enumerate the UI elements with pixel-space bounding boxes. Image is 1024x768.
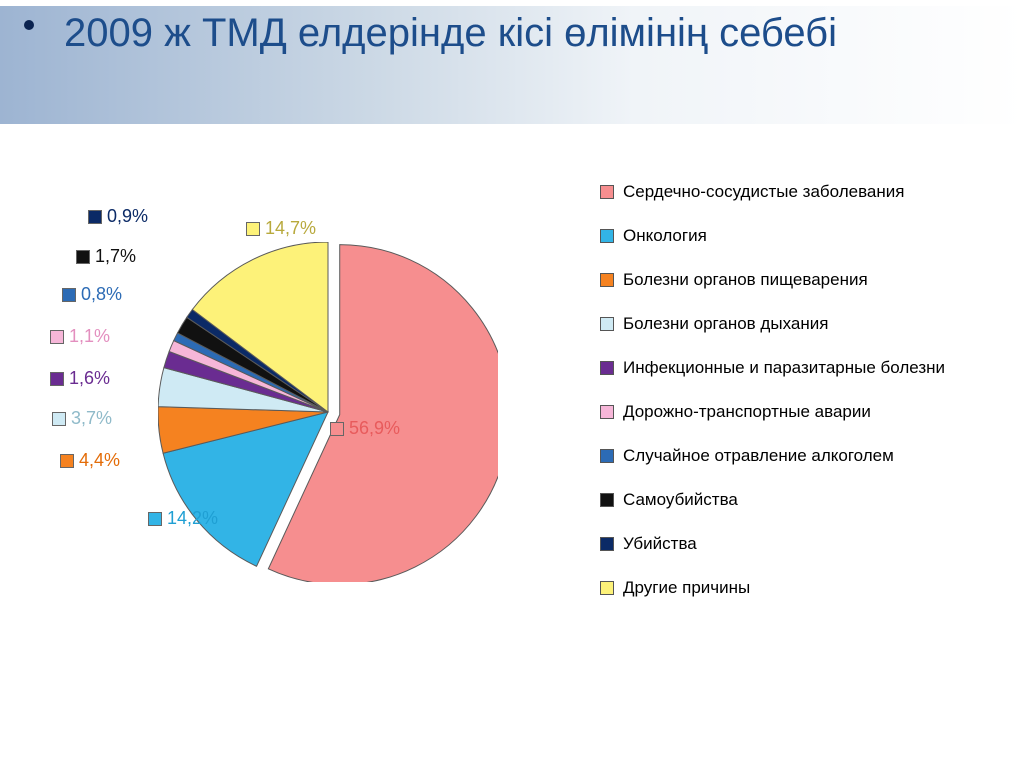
legend-label: Сердечно-сосудистые заболевания (623, 182, 904, 202)
pie-data-label: 56,9% (330, 418, 400, 439)
legend-swatch (600, 405, 614, 419)
legend-label: Дорожно-транспортные аварии (623, 402, 871, 422)
label-pct: 0,8% (81, 284, 122, 305)
pie-data-labels: 56,9% 14,2% 4,4% 3,7% 1,6% 1,1% 0,8% 1,7% 0,9% 14… (0, 150, 520, 750)
label-swatch (330, 422, 344, 436)
legend-swatch (600, 361, 614, 375)
legend-label: Самоубийства (623, 490, 738, 510)
legend-label: Онкология (623, 226, 707, 246)
legend-item: Болезни органов пищеварения (600, 258, 1010, 302)
label-pct: 14,2% (167, 508, 218, 529)
legend-label: Инфекционные и паразитарные болезни (623, 358, 945, 378)
pie-data-label: 1,1% (50, 326, 110, 347)
pie-data-label: 14,2% (148, 508, 218, 529)
label-pct: 1,6% (69, 368, 110, 389)
label-pct: 14,7% (265, 218, 316, 239)
chart-legend: Сердечно-сосудистые заболевания Онкология… (600, 170, 1010, 610)
label-swatch (50, 330, 64, 344)
label-pct: 1,7% (95, 246, 136, 267)
pie-data-label: 3,7% (52, 408, 112, 429)
pie-data-label: 1,7% (76, 246, 136, 267)
legend-swatch (600, 449, 614, 463)
legend-item: Болезни органов дыхания (600, 302, 1010, 346)
label-pct: 1,1% (69, 326, 110, 347)
legend-item: Онкология (600, 214, 1010, 258)
label-swatch (52, 412, 66, 426)
legend-swatch (600, 317, 614, 331)
label-swatch (50, 372, 64, 386)
title-bullet (24, 20, 34, 30)
slide-title: 2009 ж ТМД елдерінде кісі өлімінің себеб… (64, 10, 1004, 57)
legend-label: Другие причины (623, 578, 750, 598)
legend-item: Сердечно-сосудистые заболевания (600, 170, 1010, 214)
pie-data-label: 0,9% (88, 206, 148, 227)
legend-item: Случайное отравление алкоголем (600, 434, 1010, 478)
legend-swatch (600, 537, 614, 551)
label-pct: 0,9% (107, 206, 148, 227)
legend-swatch (600, 229, 614, 243)
legend-swatch (600, 185, 614, 199)
label-swatch (88, 210, 102, 224)
label-pct: 3,7% (71, 408, 112, 429)
legend-label: Болезни органов дыхания (623, 314, 828, 334)
label-pct: 56,9% (349, 418, 400, 439)
legend-item: Дорожно-транспортные аварии (600, 390, 1010, 434)
legend-label: Болезни органов пищеварения (623, 270, 868, 290)
label-swatch (148, 512, 162, 526)
legend-item: Другие причины (600, 566, 1010, 610)
legend-label: Убийства (623, 534, 697, 554)
legend-label: Случайное отравление алкоголем (623, 446, 894, 466)
legend-swatch (600, 273, 614, 287)
pie-data-label: 1,6% (50, 368, 110, 389)
label-swatch (246, 222, 260, 236)
legend-swatch (600, 581, 614, 595)
pie-data-label: 14,7% (246, 218, 316, 239)
label-pct: 4,4% (79, 450, 120, 471)
legend-item: Инфекционные и паразитарные болезни (600, 346, 1010, 390)
legend-item: Самоубийства (600, 478, 1010, 522)
pie-data-label: 0,8% (62, 284, 122, 305)
pie-data-label: 4,4% (60, 450, 120, 471)
legend-swatch (600, 493, 614, 507)
label-swatch (76, 250, 90, 264)
legend-item: Убийства (600, 522, 1010, 566)
label-swatch (60, 454, 74, 468)
label-swatch (62, 288, 76, 302)
